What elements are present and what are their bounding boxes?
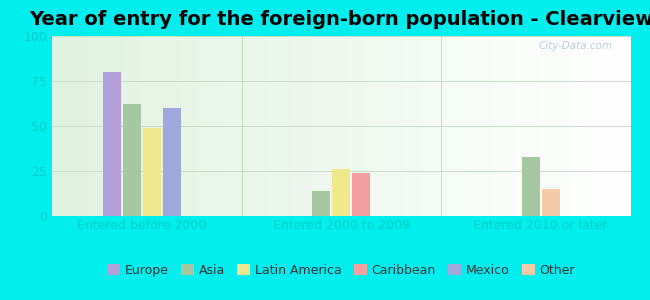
Bar — [143, 128, 161, 216]
Bar — [123, 104, 141, 216]
Text: City-Data.com: City-Data.com — [539, 41, 613, 51]
Title: Year of entry for the foreign-born population - Clearview: Year of entry for the foreign-born popul… — [29, 10, 650, 29]
Bar — [103, 72, 121, 216]
Bar — [522, 157, 540, 216]
Bar — [312, 191, 330, 216]
Bar — [352, 173, 370, 216]
Legend: Europe, Asia, Latin America, Caribbean, Mexico, Other: Europe, Asia, Latin America, Caribbean, … — [102, 259, 580, 282]
Bar — [162, 108, 181, 216]
Bar — [541, 189, 560, 216]
Bar — [332, 169, 350, 216]
